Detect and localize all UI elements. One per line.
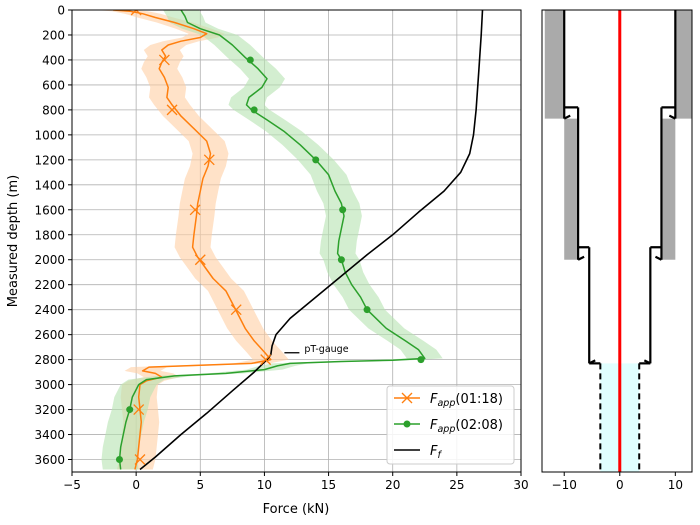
legend-box	[386, 385, 515, 465]
wellbore-frame	[541, 9, 693, 473]
y-tick-label: 1400	[34, 178, 65, 192]
y-tick-label: 200	[42, 28, 65, 42]
series-1-dot-marker	[246, 56, 254, 64]
wellbore-ticks: −10 0 10	[552, 472, 683, 492]
main-plot-frame	[71, 9, 522, 473]
main-bands	[95, 10, 443, 470]
wellbore-diagram	[544, 10, 692, 472]
x-tick-label: 20	[385, 478, 400, 492]
cement-1-right	[661, 118, 676, 260]
x-axis-label: Force (kN)	[263, 502, 330, 517]
y-tick-label: 1000	[34, 128, 65, 142]
y-tick-label: 2600	[34, 328, 65, 342]
legend-dot-marker	[403, 420, 411, 428]
y-tick-label: 1600	[34, 203, 65, 217]
series-1-uncertainty-band	[101, 10, 443, 470]
annotation-label: pT-gauge	[304, 344, 348, 355]
x-tick-label: 15	[321, 478, 336, 492]
series-0-x-marker	[158, 54, 170, 66]
y-tick-label: 800	[42, 103, 65, 117]
series-0-x-marker	[203, 154, 215, 166]
series-1-dot-marker	[250, 106, 258, 114]
legend-label-1: Fapp(02:08)	[430, 418, 503, 435]
series-1-dot-marker	[417, 356, 425, 364]
x-tick-label: 5	[196, 478, 204, 492]
legend-x-marker	[401, 392, 413, 404]
series-0-x-marker	[230, 304, 242, 316]
y-tick-label: 3200	[34, 403, 65, 417]
y-tick-label: 600	[42, 78, 65, 92]
y-tick-label: 2400	[34, 303, 65, 317]
casing-wall-left	[563, 10, 596, 365]
x-tick-label: 25	[449, 478, 464, 492]
main-markers	[115, 10, 425, 465]
wellbore-x-tick-label: 0	[616, 478, 624, 492]
series-1-dot-marker	[363, 306, 371, 314]
y-tick-label: 3000	[34, 378, 65, 392]
y-tick-label: 3600	[34, 453, 65, 467]
y-tick-label: 1800	[34, 228, 65, 242]
series-0-x-marker	[134, 454, 146, 465]
series-1-dot-marker	[126, 406, 134, 414]
series-0-x-marker	[194, 254, 206, 266]
x-tick-label: −5	[63, 478, 81, 492]
series-0-uncertainty-band	[95, 10, 289, 470]
x-tick-label: 30	[513, 478, 528, 492]
y-tick-label: 2800	[34, 353, 65, 367]
cement-0-left	[544, 10, 565, 119]
x-tick-label: 0	[132, 478, 140, 492]
series-0-x-marker	[260, 354, 272, 366]
y-axis-label: Measured depth (m)	[6, 175, 21, 307]
series-0-x-marker	[189, 204, 201, 216]
y-tick-label: 1200	[34, 153, 65, 167]
x-tick-label: 10	[257, 478, 272, 492]
casing-wall-right	[643, 10, 677, 365]
cement-0-right	[675, 10, 692, 119]
main-ticks: −5 0 5 10 15 20 25 30 0 200 400 600 800 1000 1200 1400 1…	[34, 4, 528, 493]
wellbore-x-tick-label: −10	[552, 478, 577, 492]
series-0-x-marker	[166, 104, 178, 116]
y-tick-label: 400	[42, 53, 65, 67]
series-2-line	[139, 10, 484, 471]
y-tick-label: 0	[57, 4, 65, 18]
series-1-dot-marker	[312, 156, 320, 164]
wellbore-x-tick-label: 10	[668, 478, 683, 492]
series-0-x-marker	[133, 404, 145, 416]
cement-1-left	[564, 118, 579, 260]
series-1-dot-marker	[337, 256, 345, 264]
series-0-x-marker	[130, 10, 142, 16]
legend: Fapp(01:18) Fapp(02:08) Ff	[386, 385, 515, 465]
series-1-dot-marker	[115, 456, 123, 464]
legend-label-2: Ff	[430, 444, 442, 461]
y-tick-label: 3400	[34, 428, 65, 442]
y-tick-label: 2000	[34, 253, 65, 267]
legend-label-0: Fapp(01:18)	[430, 392, 503, 409]
y-tick-label: 2200	[34, 278, 65, 292]
pt-gauge-annotation: pT-gauge	[284, 344, 349, 355]
series-1-dot-marker	[339, 206, 347, 214]
